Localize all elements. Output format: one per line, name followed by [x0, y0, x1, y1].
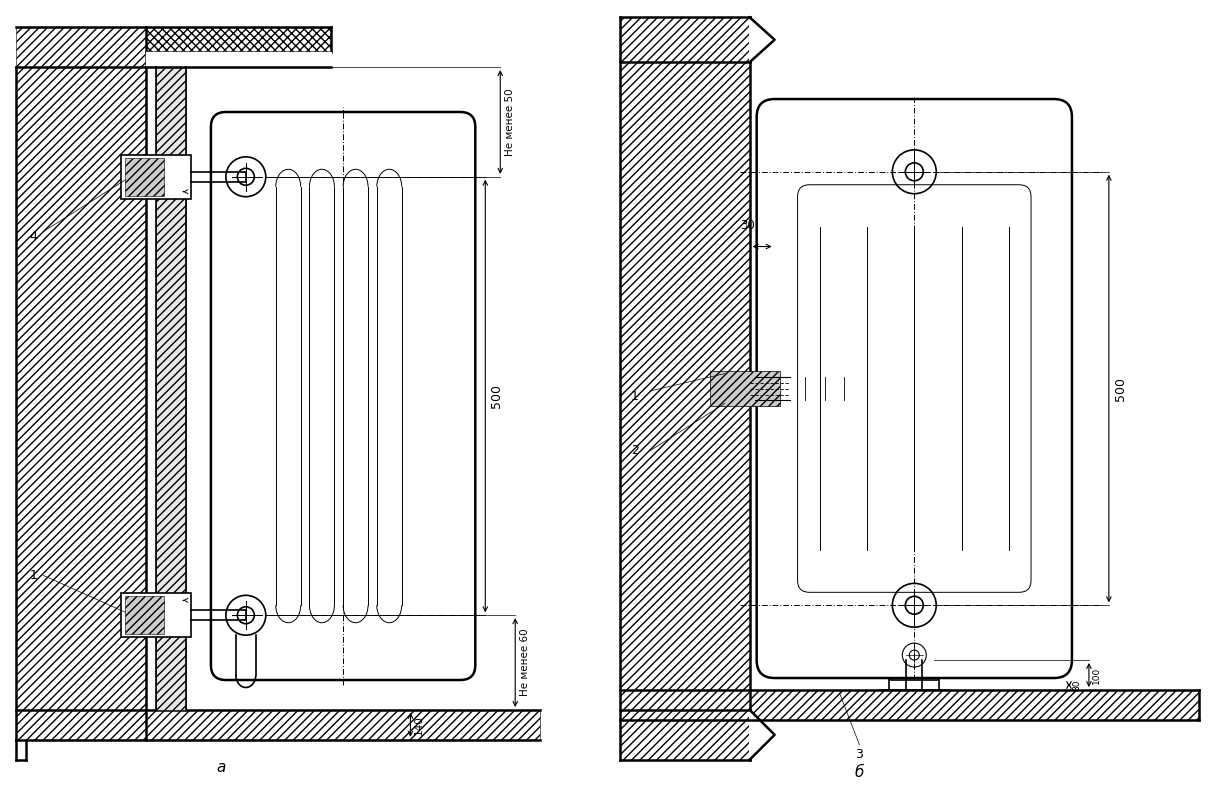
- Bar: [126, 596, 163, 634]
- Bar: [121, 155, 192, 199]
- Text: 30: 30: [739, 219, 754, 232]
- Bar: [16, 710, 540, 739]
- Text: 500: 500: [1114, 377, 1127, 400]
- Text: 140: 140: [414, 715, 423, 735]
- Text: Не менее 50: Не менее 50: [505, 88, 515, 156]
- Text: 2: 2: [631, 444, 639, 458]
- Polygon shape: [749, 710, 775, 759]
- Bar: [710, 371, 780, 406]
- FancyBboxPatch shape: [798, 185, 1031, 592]
- Bar: [126, 158, 163, 196]
- Text: 500: 500: [490, 384, 504, 408]
- Bar: [146, 27, 331, 53]
- Bar: [156, 67, 185, 710]
- Text: 1: 1: [29, 569, 38, 582]
- Text: 3: 3: [855, 748, 864, 761]
- Bar: [620, 18, 749, 759]
- Text: 1: 1: [631, 389, 639, 403]
- Bar: [16, 27, 146, 67]
- Text: 100: 100: [1092, 666, 1100, 684]
- Text: 4: 4: [29, 230, 38, 243]
- Bar: [620, 690, 1199, 720]
- FancyBboxPatch shape: [211, 112, 476, 680]
- Text: Не менее 60: Не менее 60: [520, 629, 531, 696]
- Text: а: а: [216, 759, 226, 775]
- Polygon shape: [749, 18, 775, 62]
- Bar: [16, 67, 146, 739]
- FancyBboxPatch shape: [756, 99, 1072, 678]
- Text: 80: 80: [1072, 679, 1081, 691]
- Bar: [121, 593, 192, 637]
- Text: б: б: [855, 765, 864, 779]
